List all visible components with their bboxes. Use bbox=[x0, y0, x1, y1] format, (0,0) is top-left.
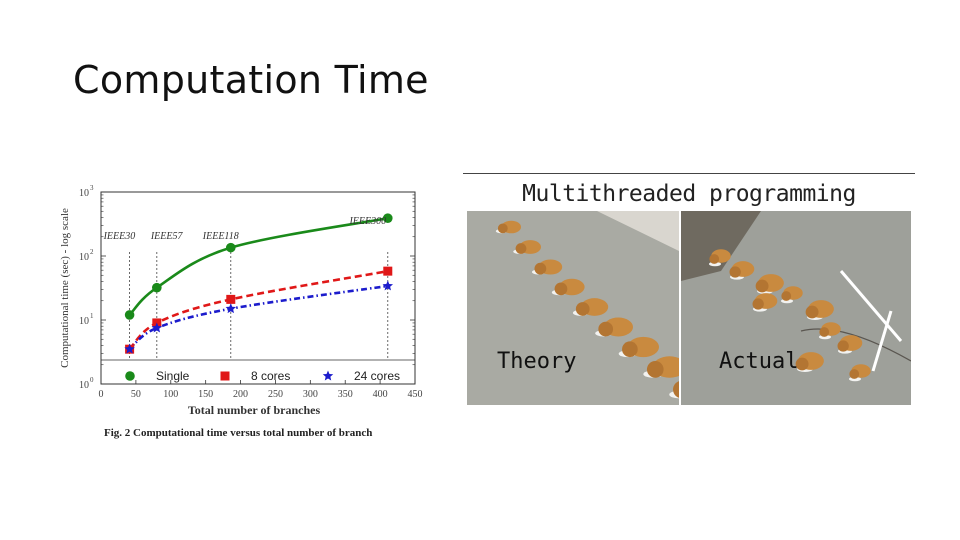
y-tick-label-exponent: 2 bbox=[90, 248, 94, 256]
puppy-shape bbox=[673, 381, 679, 398]
legend-marker bbox=[322, 370, 334, 381]
theory-panel: Theory bbox=[467, 211, 679, 405]
y-tick-label-base: 10 bbox=[79, 188, 89, 199]
puppy-shape bbox=[622, 341, 638, 358]
series-line-24-cores bbox=[128, 284, 388, 351]
x-tick-label: 0 bbox=[99, 389, 104, 400]
puppy-shape bbox=[598, 321, 614, 337]
legend-label: 8 cores bbox=[251, 369, 290, 383]
data-point bbox=[226, 294, 236, 304]
actual-photo bbox=[681, 211, 911, 405]
theory-label: Theory bbox=[497, 349, 577, 374]
x-tick-label: 100 bbox=[163, 389, 178, 400]
plot-frame bbox=[100, 191, 416, 385]
puppy-shape bbox=[575, 302, 590, 316]
slide-title: Computation Time bbox=[73, 58, 429, 102]
meme-title: Multithreaded programming bbox=[463, 173, 915, 210]
y-tick-label-base: 10 bbox=[79, 252, 89, 263]
x-tick-label: 50 bbox=[131, 389, 141, 400]
x-tick-label: 200 bbox=[233, 389, 248, 400]
series-line-single bbox=[128, 216, 389, 316]
data-point bbox=[225, 303, 237, 314]
x-tick-label: 150 bbox=[198, 389, 213, 400]
series-line-8-cores bbox=[128, 269, 389, 351]
y-tick-label-exponent: 3 bbox=[90, 184, 94, 192]
theory-photo bbox=[467, 211, 679, 405]
x-tick-label: 300 bbox=[303, 389, 318, 400]
legend-label: 24 cores bbox=[354, 369, 400, 383]
data-point bbox=[152, 282, 162, 293]
y-tick-label-base: 10 bbox=[79, 316, 89, 327]
data-point bbox=[382, 280, 394, 291]
puppy-shape bbox=[515, 243, 527, 254]
puppy-shape bbox=[795, 357, 809, 371]
x-tick-label: 450 bbox=[408, 389, 423, 400]
y-tick-label-exponent: 1 bbox=[90, 312, 94, 320]
puppy-shape bbox=[646, 361, 664, 378]
data-point bbox=[383, 266, 393, 276]
data-point bbox=[225, 242, 236, 253]
multithreading-meme: Multithreaded programming Theory Actual bbox=[463, 173, 915, 409]
puppy-shape bbox=[837, 340, 849, 352]
y-axis-label: Computational time (sec) - log scale bbox=[59, 208, 71, 368]
puppy-shape bbox=[819, 327, 830, 337]
puppy-shape bbox=[554, 282, 568, 296]
figure-caption: Fig. 2 Computational time versus total n… bbox=[104, 427, 373, 439]
puppy-shape bbox=[849, 369, 860, 379]
puppy-shape bbox=[729, 266, 741, 278]
puppy-shape bbox=[755, 279, 769, 293]
puppy-shape bbox=[805, 305, 819, 319]
y-tick-label-exponent: 0 bbox=[90, 376, 94, 384]
y-tick-label-base: 10 bbox=[79, 380, 89, 391]
puppy-shape bbox=[781, 291, 792, 301]
data-point bbox=[151, 322, 163, 333]
system-label: IEEE118 bbox=[202, 231, 239, 242]
data-point bbox=[382, 213, 393, 223]
puppy-shape bbox=[497, 223, 508, 234]
x-axis-label: Total number of branches bbox=[188, 403, 321, 417]
legend-marker bbox=[220, 371, 230, 381]
legend-marker bbox=[125, 371, 135, 381]
puppy-shape bbox=[752, 298, 764, 310]
legend-label: Single bbox=[156, 369, 190, 383]
x-tick-label: 400 bbox=[373, 389, 388, 400]
puppy-shape bbox=[709, 254, 720, 264]
puppy-shape bbox=[534, 262, 547, 275]
system-label: IEEE300 bbox=[348, 216, 386, 227]
x-tick-label: 350 bbox=[338, 389, 353, 400]
data-point bbox=[124, 343, 135, 354]
data-point bbox=[124, 310, 135, 320]
system-label: IEEE57 bbox=[150, 231, 184, 242]
x-tick-label: 250 bbox=[268, 389, 283, 400]
system-label: IEEE30 bbox=[103, 231, 136, 242]
actual-label: Actual bbox=[719, 349, 799, 374]
actual-panel: Actual bbox=[681, 211, 911, 405]
